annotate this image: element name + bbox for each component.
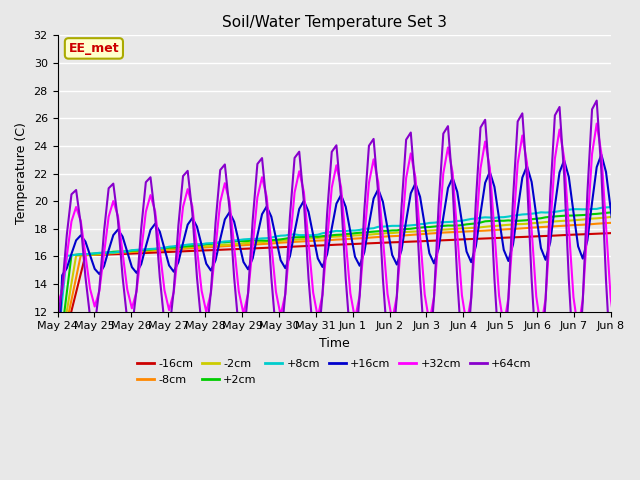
+16cm (54, 374, 61, 380)
Line: -8cm: -8cm (58, 222, 640, 367)
-2cm (272, 238, 280, 244)
+64cm (54, 319, 61, 325)
+16cm (296, 206, 303, 212)
-2cm (296, 237, 303, 242)
-2cm (54, 364, 61, 370)
+32cm (272, 289, 280, 295)
+2cm (54, 364, 61, 370)
-2cm (630, 214, 637, 219)
+64cm (611, 373, 619, 379)
+32cm (621, 222, 628, 228)
+8cm (360, 226, 368, 232)
+64cm (360, 208, 368, 214)
-8cm (54, 364, 61, 370)
+64cm (621, 187, 628, 192)
+32cm (630, 115, 637, 120)
+8cm (272, 234, 280, 240)
+32cm (296, 168, 303, 174)
-16cm (621, 229, 628, 235)
+2cm (272, 237, 280, 243)
+64cm (198, 324, 205, 329)
+16cm (198, 242, 205, 248)
-16cm (561, 232, 568, 238)
+32cm (54, 302, 61, 308)
-16cm (54, 364, 61, 370)
-8cm (561, 223, 568, 228)
-8cm (296, 239, 303, 244)
-8cm (272, 240, 280, 246)
+2cm (198, 242, 205, 248)
-16cm (198, 248, 205, 253)
+2cm (616, 210, 624, 216)
Line: +64cm: +64cm (58, 94, 640, 376)
+16cm (616, 254, 624, 260)
Legend: -16cm, -8cm, -2cm, +2cm, +8cm, +16cm, +32cm, +64cm: -16cm, -8cm, -2cm, +2cm, +8cm, +16cm, +3… (132, 355, 536, 389)
+32cm (611, 329, 619, 335)
-16cm (296, 243, 303, 249)
+16cm (635, 146, 640, 152)
+8cm (296, 232, 303, 238)
-16cm (272, 244, 280, 250)
-16cm (360, 240, 368, 246)
+64cm (272, 330, 280, 336)
-2cm (360, 232, 368, 238)
Y-axis label: Temperature (C): Temperature (C) (15, 122, 28, 225)
+2cm (360, 230, 368, 236)
+32cm (198, 288, 205, 294)
-2cm (561, 218, 568, 224)
Line: +16cm: +16cm (58, 149, 640, 377)
X-axis label: Time: Time (319, 337, 349, 350)
+64cm (561, 172, 568, 178)
+64cm (630, 91, 637, 97)
+64cm (296, 149, 303, 155)
+16cm (272, 236, 280, 241)
+8cm (616, 204, 624, 210)
+8cm (635, 203, 640, 208)
Line: +8cm: +8cm (58, 205, 640, 345)
+2cm (635, 208, 640, 214)
-8cm (360, 235, 368, 241)
Line: +2cm: +2cm (58, 211, 640, 367)
-2cm (616, 214, 624, 219)
+2cm (561, 213, 568, 219)
-16cm (616, 230, 624, 236)
-8cm (198, 245, 205, 251)
Line: +32cm: +32cm (58, 118, 640, 332)
+8cm (198, 241, 205, 247)
-8cm (625, 219, 633, 225)
-8cm (616, 219, 624, 225)
+8cm (561, 207, 568, 213)
Title: Soil/Water Temperature Set 3: Soil/Water Temperature Set 3 (221, 15, 447, 30)
+16cm (360, 250, 368, 255)
+8cm (54, 342, 61, 348)
Text: EE_met: EE_met (68, 42, 119, 55)
+32cm (561, 156, 568, 161)
+16cm (561, 157, 568, 163)
Line: -2cm: -2cm (58, 216, 640, 367)
+2cm (296, 234, 303, 240)
-2cm (198, 244, 205, 250)
Line: -16cm: -16cm (58, 232, 640, 367)
+32cm (360, 236, 368, 242)
